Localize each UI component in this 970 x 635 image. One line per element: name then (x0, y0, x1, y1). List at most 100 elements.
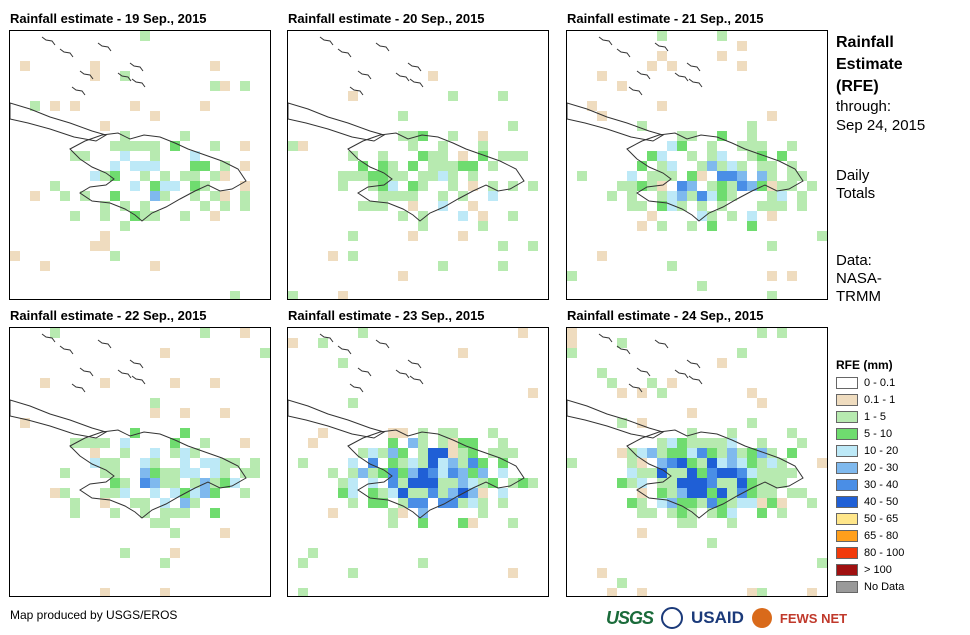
legend-swatch (836, 462, 858, 474)
rainfall-cell (50, 181, 60, 191)
rainfall-cell (338, 488, 348, 498)
map-panel-22-sep (9, 327, 271, 597)
rainfall-cell (448, 161, 458, 171)
rainfall-cell (50, 101, 60, 111)
rainfall-cell (518, 478, 528, 488)
usaid-logo: USAID (691, 608, 744, 627)
rainfall-cell (90, 71, 100, 81)
rainfall-cell (418, 211, 428, 221)
island-outline (598, 333, 613, 343)
rainfall-cell (348, 151, 358, 161)
rainfall-cell (687, 408, 697, 418)
rainfall-cell (617, 338, 627, 348)
rainfall-cell (677, 488, 687, 498)
rainfall-cell (757, 498, 767, 508)
rainfall-cell (657, 101, 667, 111)
rainfall-cell (438, 161, 448, 171)
island-outline (688, 375, 703, 385)
rainfall-cell (697, 448, 707, 458)
rainfall-cell (737, 478, 747, 488)
island-outline (375, 339, 390, 349)
rainfall-cell (617, 418, 627, 428)
rainfall-cell (478, 498, 488, 508)
rainfall-cell (518, 328, 528, 338)
rainfall-cell (418, 558, 428, 568)
rainfall-cell (170, 378, 180, 388)
rainfall-cell (717, 468, 727, 478)
rainfall-cell (298, 558, 308, 568)
rainfall-cell (160, 558, 170, 568)
rainfall-cell (737, 61, 747, 71)
rainfall-cell (737, 458, 747, 468)
rainfall-cell (398, 508, 408, 518)
fews-net-logo: FEWS NET (779, 610, 848, 626)
rainfall-cell (398, 498, 408, 508)
legend-item: 0 - 0.1 (836, 376, 895, 390)
rainfall-cell (707, 458, 717, 468)
island-outline (636, 70, 651, 80)
map-panel-21-sep (566, 30, 828, 300)
rainfall-cell (438, 458, 448, 468)
rainfall-cell (70, 101, 80, 111)
rainfall-cell (438, 428, 448, 438)
rainfall-cell (707, 438, 717, 448)
rainfall-cell (458, 458, 468, 468)
legend-label: > 100 (864, 564, 892, 576)
rainfall-cell (657, 191, 667, 201)
rainfall-cell (210, 488, 220, 498)
island-outline (97, 339, 112, 349)
rainfall-cell (687, 171, 697, 181)
rainfall-cell (707, 151, 717, 161)
rainfall-cell (498, 488, 508, 498)
rainfall-cell (338, 358, 348, 368)
rainfall-cell (230, 458, 240, 468)
rainfall-cell (717, 488, 727, 498)
map-panel-20-sep (287, 30, 549, 300)
rainfall-cell (657, 201, 667, 211)
rainfall-cell (60, 191, 70, 201)
rainfall-cell (408, 438, 418, 448)
panel-title-21-sep: Rainfall estimate - 21 Sep., 2015 (567, 11, 764, 26)
rainfall-cell (468, 488, 478, 498)
rainfall-cell (210, 458, 220, 468)
rainfall-cell (368, 488, 378, 498)
rainfall-cell (398, 211, 408, 221)
rainfall-cell (348, 91, 358, 101)
rainfall-cell (388, 171, 398, 181)
rainfall-cell (50, 488, 60, 498)
rainfall-cell (140, 498, 150, 508)
rainfall-cell (777, 458, 787, 468)
rainfall-cell (687, 468, 697, 478)
legend-swatch (836, 496, 858, 508)
rainfall-cell (180, 448, 190, 458)
rainfall-cell (388, 508, 398, 518)
rainfall-cell (130, 161, 140, 171)
rainfall-cell (508, 151, 518, 161)
coastline (10, 399, 108, 439)
rainfall-cell (707, 478, 717, 488)
legend-swatch (836, 530, 858, 542)
rainfall-cell (160, 181, 170, 191)
rainfall-cell (757, 438, 767, 448)
rainfall-cell (637, 528, 647, 538)
rainfall-cell (667, 161, 677, 171)
rainfall-cell (777, 191, 787, 201)
rainfall-cell (647, 211, 657, 221)
rainfall-cell (657, 181, 667, 191)
rainfall-cell (787, 181, 797, 191)
rainfall-cell (747, 131, 757, 141)
panel-title-20-sep: Rainfall estimate - 20 Sep., 2015 (288, 11, 485, 26)
island-outline (129, 359, 144, 369)
rainfall-cell (597, 71, 607, 81)
legend-swatch (836, 428, 858, 440)
rainfall-cell (777, 498, 787, 508)
rainfall-cell (697, 211, 707, 221)
island-outline (674, 72, 689, 82)
rainfall-cell (667, 378, 677, 388)
rainfall-cell (498, 261, 508, 271)
rainfall-cell (717, 181, 727, 191)
rainfall-cell (767, 181, 777, 191)
rainfall-cell (358, 468, 368, 478)
legend-item: 5 - 10 (836, 427, 892, 441)
rainfall-cell (140, 458, 150, 468)
